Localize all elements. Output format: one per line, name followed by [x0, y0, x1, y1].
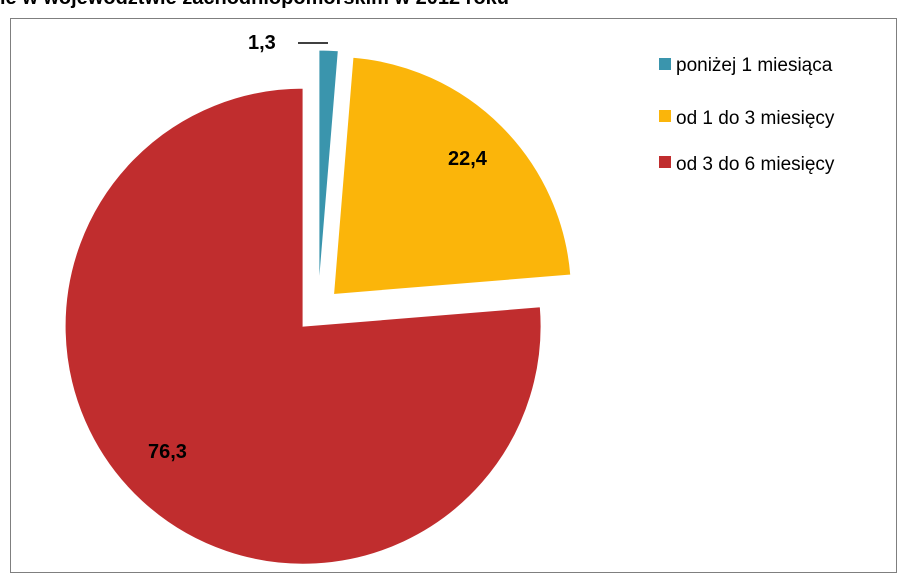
legend-item-below-1-month: poniżej 1 miesiąca [659, 55, 833, 76]
pie-slice-1-to-3-months [333, 56, 572, 295]
pie-slice-below-1-month [318, 49, 339, 289]
legend-label: poniżej 1 miesiąca [676, 55, 833, 76]
legend-label: od 1 do 3 miesięcy [676, 108, 835, 129]
pie-slice-3-to-6-months [64, 87, 542, 565]
legend-item-3-to-6-months: od 3 do 6 miesięcy [659, 154, 835, 175]
legend-swatch-yellow [659, 110, 671, 122]
legend-label: od 3 do 6 miesięcy [676, 154, 835, 175]
legend-swatch-red [659, 156, 671, 168]
data-label-below-1-month: 1,3 [248, 32, 276, 54]
title-strip: ie w województwie zachodniopomorskim w 2… [0, 0, 908, 11]
pie-slices [64, 49, 572, 565]
page-title: ie w województwie zachodniopomorskim w 2… [0, 0, 509, 10]
data-label-3-to-6-months: 76,3 [148, 441, 187, 463]
legend: poniżej 1 miesiąca od 1 do 3 miesięcy od… [659, 55, 835, 175]
data-label-1-to-3-months: 22,4 [448, 148, 488, 170]
legend-swatch-teal [659, 58, 671, 70]
legend-item-1-to-3-months: od 1 do 3 miesięcy [659, 108, 835, 129]
